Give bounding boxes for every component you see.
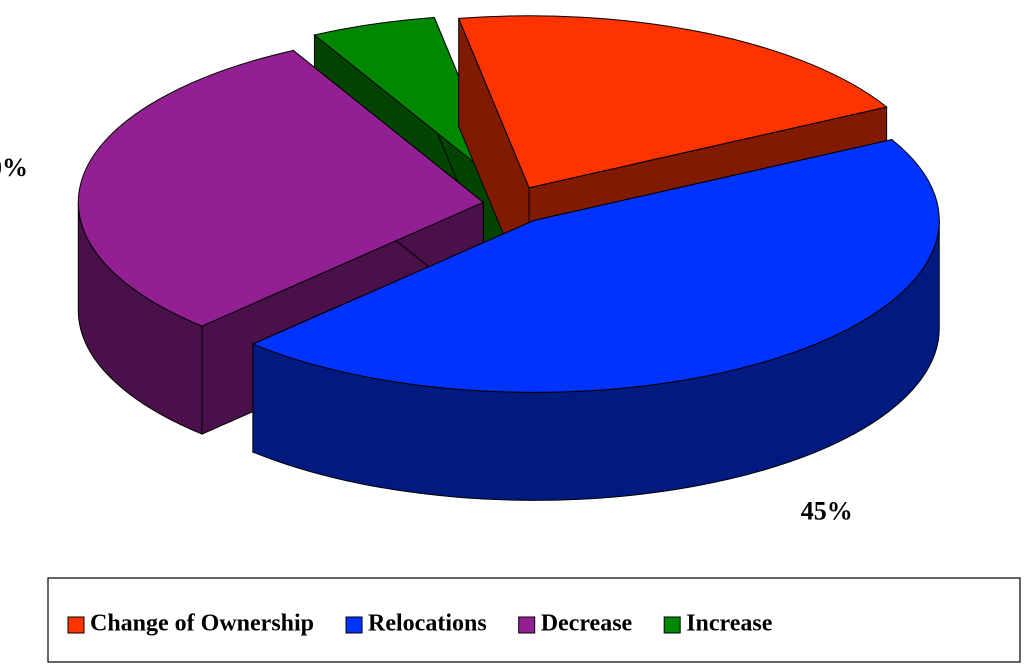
legend-label: Relocations: [368, 611, 487, 637]
pie-slice: [77, 49, 485, 327]
legend-label: Increase: [686, 611, 773, 637]
data-label: 45%: [801, 497, 853, 526]
data-label: 30%: [0, 153, 28, 182]
legend-swatch: [67, 616, 85, 634]
pie: 20%45%30%5%: [0, 15, 940, 526]
pie-slice: [457, 15, 888, 189]
legend-label: Change of Ownership: [90, 611, 314, 637]
legend-swatch: [345, 616, 363, 634]
pie-slice: [313, 16, 506, 188]
legend-swatch: [518, 616, 536, 634]
pie-slice: [251, 139, 940, 393]
legend-label: Decrease: [541, 611, 633, 637]
legend: Change of Ownership Relocations Decrease In…: [67, 611, 773, 637]
legend-swatch: [663, 616, 681, 634]
